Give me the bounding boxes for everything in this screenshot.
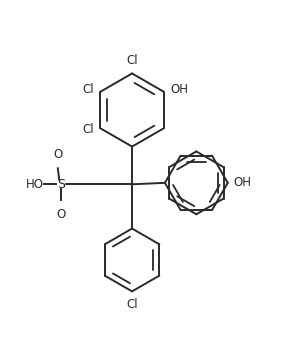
Text: O: O	[53, 148, 63, 161]
Text: Cl: Cl	[126, 298, 138, 311]
Text: OH: OH	[170, 83, 188, 96]
Text: OH: OH	[233, 176, 251, 189]
Text: Cl: Cl	[82, 83, 94, 96]
Text: Cl: Cl	[126, 54, 138, 67]
Text: S: S	[57, 178, 65, 191]
Text: HO: HO	[26, 178, 44, 191]
Text: O: O	[56, 208, 65, 221]
Text: Cl: Cl	[82, 123, 94, 136]
